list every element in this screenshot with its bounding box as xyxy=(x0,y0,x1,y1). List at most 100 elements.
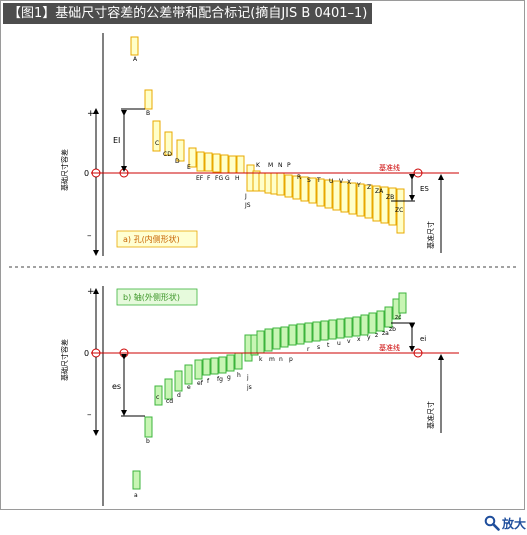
hole-grade-label: CD xyxy=(163,151,172,158)
zoom-label: 放大 xyxy=(502,516,527,531)
hole-tolerance-bar xyxy=(152,120,161,152)
shaft-tolerance-bar xyxy=(288,324,297,346)
hole-tolerance-bar xyxy=(332,180,341,211)
shaft-grade-label: za xyxy=(382,330,389,337)
holes-es-label: ES xyxy=(420,185,429,193)
hole-tolerance-bar xyxy=(380,186,389,224)
shaft-grade-label: cd xyxy=(166,398,173,405)
shaft-grade-label: n xyxy=(279,356,283,363)
shaft-grade-label: js xyxy=(246,384,252,391)
hole-grade-label: A xyxy=(133,56,138,63)
hole-tolerance-bar xyxy=(300,176,309,202)
hole-tolerance-bar xyxy=(204,152,213,172)
shaft-grade-label: r xyxy=(307,346,310,353)
hole-grade-label: J xyxy=(244,193,247,200)
shaft-tolerance-bar xyxy=(194,359,203,380)
shaft-tolerance-bar xyxy=(272,327,281,350)
hole-grade-label: S xyxy=(307,177,311,184)
hole-grade-label: G xyxy=(225,175,230,182)
hole-grade-label: ZB xyxy=(386,194,394,201)
hole-grade-label: ZC xyxy=(395,207,403,214)
hole-tolerance-bar xyxy=(308,177,317,204)
holes-right-circle xyxy=(413,168,423,178)
shaft-grade-label: f xyxy=(207,378,210,385)
hole-grade-label: JS xyxy=(244,202,251,209)
shaft-grade-label: x xyxy=(357,336,361,343)
shaft-grade-label: d xyxy=(177,392,181,399)
hole-tolerance-bar xyxy=(220,154,229,174)
shaft-grade-label: zb xyxy=(389,326,396,333)
shaft-tolerance-bar xyxy=(174,370,183,392)
hole-tolerance-bar xyxy=(236,155,245,174)
hole-tolerance-bar xyxy=(144,89,153,110)
shaft-tolerance-bar xyxy=(360,314,369,336)
shafts-axis-label: 基础尺寸容差 xyxy=(60,339,69,381)
hole-grade-label: X xyxy=(347,179,351,186)
hole-grade-label: V xyxy=(339,178,344,185)
shaft-grade-label: g xyxy=(227,374,231,381)
shafts-caption-box xyxy=(116,288,198,306)
holes-caption-box xyxy=(116,230,198,248)
hole-tolerance-bar xyxy=(188,147,197,168)
hole-grade-label: T xyxy=(316,177,321,184)
holes-minus-sign: – xyxy=(87,231,92,241)
hole-tolerance-bar xyxy=(164,131,173,156)
hole-grade-label: U xyxy=(329,178,333,185)
holes-ei-label: EI xyxy=(113,136,120,145)
shafts-right-circle xyxy=(413,348,423,358)
shaft-grade-label: b xyxy=(146,438,150,445)
shaft-tolerance-bar xyxy=(144,416,153,438)
hole-tolerance-bar xyxy=(196,151,205,172)
hole-grade-label: R xyxy=(297,174,301,181)
shaft-tolerance-bar xyxy=(218,356,227,374)
hole-tolerance-bar xyxy=(316,178,325,207)
zoom-button[interactable]: 放大 xyxy=(484,514,526,532)
shaft-tolerance-bar xyxy=(384,306,393,328)
holes-basic-size-label: 基准尺寸 xyxy=(426,221,435,249)
shaft-grade-label: z xyxy=(375,332,378,339)
hole-grade-label: B xyxy=(146,110,150,117)
holes-axis-label: 基础尺寸容差 xyxy=(60,149,69,191)
shaft-tolerance-bar xyxy=(184,364,193,385)
shaft-tolerance-bar xyxy=(154,385,163,406)
hole-grade-label: FG xyxy=(215,175,223,182)
hole-tolerance-bar xyxy=(348,182,357,215)
shaft-tolerance-bar xyxy=(132,470,141,490)
hole-grade-label: C xyxy=(155,140,159,147)
hole-grade-label: Z xyxy=(367,184,371,191)
hole-grade-label: N xyxy=(278,162,283,169)
shaft-tolerance-bar xyxy=(256,330,265,354)
hole-tolerance-bar xyxy=(356,183,365,217)
shaft-grade-label: zc xyxy=(395,314,401,321)
holes-zero-line-label: 基准线 xyxy=(379,163,400,172)
hole-tolerance-bar xyxy=(364,184,373,219)
hole-tolerance-bar xyxy=(228,155,237,174)
holes-plus-sign: + xyxy=(87,109,95,119)
shafts-ei-label: ei xyxy=(420,335,426,343)
shaft-grade-label: m xyxy=(269,356,275,363)
hole-grade-label: H xyxy=(235,175,240,182)
hole-tolerance-bar xyxy=(396,188,405,234)
shaft-tolerance-bar xyxy=(320,320,329,341)
shaft-tolerance-bar xyxy=(264,328,273,352)
hole-grade-label: K xyxy=(256,162,261,169)
shafts-zero-mark: 0 xyxy=(84,349,89,358)
hole-tolerance-bar xyxy=(130,36,139,56)
hole-tolerance-bar xyxy=(292,175,301,200)
figure-frame: + 0 – 基础尺寸容差 A B C CD D E EF F FG G H J JS K M N P R S T U V X… xyxy=(0,0,525,510)
hole-grade-label: EF xyxy=(196,175,204,182)
shafts-basic-size-label: 基准尺寸 xyxy=(426,401,435,429)
shafts-plus-sign: + xyxy=(87,287,95,297)
shaft-tolerance-bar xyxy=(312,321,321,342)
shaft-grade-label: p xyxy=(289,356,293,363)
shaft-tolerance-bar xyxy=(336,318,345,339)
shafts-es-label: es xyxy=(112,382,121,391)
hole-tolerance-bar xyxy=(324,179,333,209)
shaft-grade-label: t xyxy=(327,342,330,349)
figure-title: 【图1】基础尺寸容差的公差带和配合标记(摘自JIS B 0401–1) xyxy=(3,3,373,24)
shaft-tolerance-bar xyxy=(296,323,305,345)
shaft-tolerance-bar xyxy=(164,378,173,400)
holes-bars xyxy=(130,36,405,234)
